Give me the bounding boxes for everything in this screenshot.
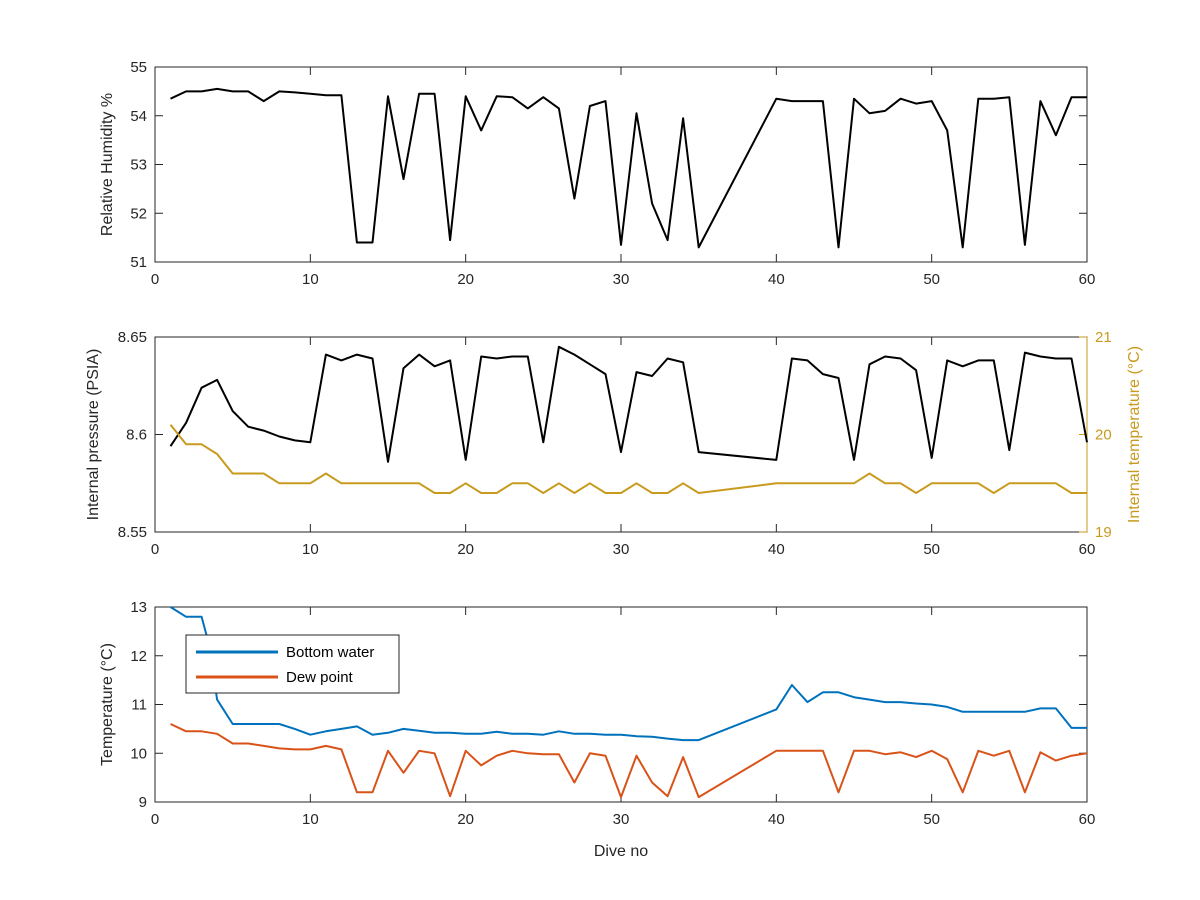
y-tick-label: 8.65 (118, 329, 147, 346)
x-tick-label: 20 (457, 541, 474, 558)
x-tick-label: 60 (1079, 541, 1096, 558)
y-tick-label: 11 (131, 697, 147, 714)
y2-tick-label: 20 (1095, 427, 1112, 444)
series-line-2 (169, 424, 1087, 494)
y2-axis-label: Internal temperature (°C) (1126, 346, 1143, 523)
panel-2: 0 10 20 30 40 50 60 8.55 8.6 8.65 19 20 21 Internal t… (85, 329, 1143, 558)
y-tick-label: 13 (130, 599, 147, 616)
y-axis-label: Relative Humidity % (99, 93, 116, 236)
x-tick-label: 50 (923, 271, 940, 288)
panel-1: 0 10 20 30 40 50 60 51 52 53 54 55 Relative Humidity… (99, 59, 1095, 288)
legend-entry: Bottom water (286, 644, 374, 661)
x-tick-label: 50 (923, 541, 940, 558)
y-tick-label: 54 (130, 108, 147, 125)
x-tick-label: 10 (302, 541, 319, 558)
x-tick-label: 20 (457, 811, 474, 828)
x-tick-label: 30 (613, 811, 630, 828)
x-tick-label: 30 (613, 271, 630, 288)
x-tick-label: 40 (768, 541, 785, 558)
x-tick-label: 40 (768, 271, 785, 288)
y-tick-label: 51 (130, 254, 147, 271)
series-line-1 (169, 345, 1088, 463)
y-tick-label: 12 (130, 648, 147, 665)
x-tick-label: 60 (1079, 811, 1096, 828)
x-tick-label: 0 (151, 271, 159, 288)
x-tick-label: 20 (457, 271, 474, 288)
series-line-bottom-water (169, 606, 1087, 742)
y-tick-label: 9 (139, 794, 147, 811)
series-line-dew-point (170, 723, 1088, 799)
y2-tick-label: 19 (1095, 524, 1112, 541)
x-tick-label: 10 (302, 811, 319, 828)
plot-area (154, 336, 1088, 533)
y-tick-label: 53 (130, 157, 147, 174)
y2-tick-label: 21 (1095, 329, 1112, 346)
y-tick-label: 8.55 (118, 524, 147, 541)
x-tick-label: 30 (613, 541, 630, 558)
x-tick-label: 0 (151, 811, 159, 828)
y-tick-label: 55 (130, 59, 147, 76)
y-tick-label: 10 (130, 745, 147, 762)
series-line-1 (170, 87, 1087, 249)
x-axis-label: Dive no (594, 843, 648, 860)
x-tick-label: 40 (768, 811, 785, 828)
y-axis-label: Temperature (°C) (99, 643, 116, 766)
legend: Bottom water Dew point (185, 634, 400, 694)
x-tick-label: 10 (302, 271, 319, 288)
legend-entry: Dew point (286, 669, 354, 686)
legend-box (185, 634, 400, 694)
y-tick-label: 8.6 (126, 427, 147, 444)
panel-3: 0 10 20 30 40 50 60 9 10 11 12 13 Temperature (°C) Di… (99, 599, 1095, 860)
y-tick-label: 52 (130, 205, 147, 222)
x-tick-label: 50 (923, 811, 940, 828)
x-tick-label: 60 (1079, 271, 1096, 288)
plot-area (154, 66, 1088, 263)
x-tick-label: 0 (151, 541, 159, 558)
y-axis-label: Internal pressure (PSIA) (85, 349, 102, 521)
